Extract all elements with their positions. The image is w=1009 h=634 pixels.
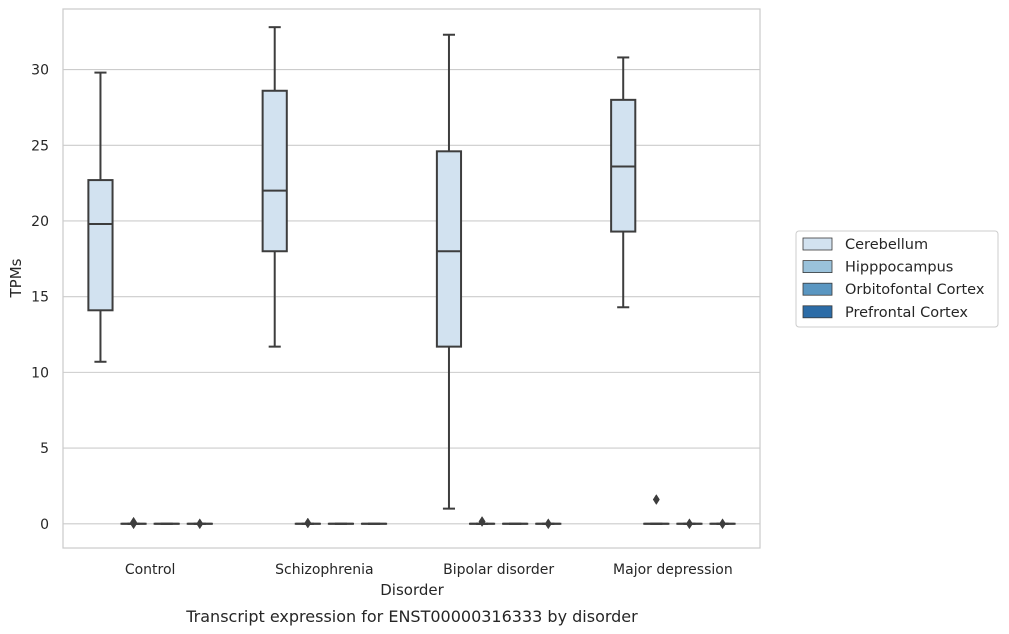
box-cerebellum (610, 56, 637, 309)
y-tick-label: 30 (31, 63, 49, 79)
x-axis-ticks: Control Schizophrenia Bipolar disorder Majo… (125, 562, 733, 578)
outlier-marker (196, 518, 204, 530)
y-axis-label: TPMs (7, 258, 25, 298)
box-cerebellum (261, 26, 288, 348)
box-prefrontal-cortex (535, 518, 562, 530)
y-tick-label: 20 (31, 214, 49, 230)
legend-swatch (802, 237, 833, 251)
box-cerebellum (435, 33, 463, 510)
y-axis-ticks: 0 5 10 15 20 25 30 (31, 63, 49, 533)
y-tick-label: 5 (40, 441, 49, 457)
legend-swatch (802, 305, 833, 319)
box-hipppocampus (643, 494, 670, 525)
grid-lines (63, 69, 760, 525)
x-axis-label: Disorder (380, 581, 444, 599)
box-cerebellum (87, 71, 114, 363)
chart-caption: Transcript expression for ENST0000031633… (185, 607, 638, 626)
box-hipppocampus (120, 516, 147, 530)
y-tick-label: 0 (40, 517, 49, 533)
legend-item-label: Cerebellum (845, 237, 928, 253)
legend-swatch (802, 260, 833, 274)
outlier-marker (544, 518, 552, 530)
plot-frame (62, 8, 761, 549)
box-hipppocampus (468, 516, 496, 527)
box-plot-area (87, 26, 736, 530)
outlier-marker (719, 518, 727, 530)
y-tick-label: 15 (31, 290, 49, 306)
x-tick-label: Major depression (613, 562, 733, 578)
legend-item-label: Orbitofontal Cortex (845, 282, 985, 298)
box-iqr (87, 179, 114, 312)
legend-swatch (802, 282, 833, 296)
y-tick-label: 25 (31, 138, 49, 154)
legend-frame (795, 230, 999, 328)
y-tick-label: 10 (31, 365, 49, 381)
box-iqr (261, 89, 288, 253)
legend-item-label: Hipppocampus (845, 260, 953, 276)
outlier-marker (685, 518, 693, 530)
outlier-marker (130, 518, 138, 530)
legend: Cerebellum Hipppocampus Orbitofontal Corte… (795, 230, 999, 328)
box-prefrontal-cortex (709, 518, 736, 530)
box-hipppocampus (294, 517, 321, 529)
legend-item-label: Prefrontal Cortex (845, 305, 968, 321)
x-tick-label: Control (125, 562, 176, 578)
x-tick-label: Schizophrenia (275, 562, 373, 578)
outlier-marker (652, 494, 660, 506)
outlier-marker (304, 517, 312, 529)
box-prefrontal-cortex (186, 518, 213, 530)
box-orbitofontal-cortex (676, 518, 703, 530)
x-tick-label: Bipolar disorder (443, 562, 554, 578)
box-iqr (435, 150, 463, 348)
outlier-marker (478, 516, 486, 527)
